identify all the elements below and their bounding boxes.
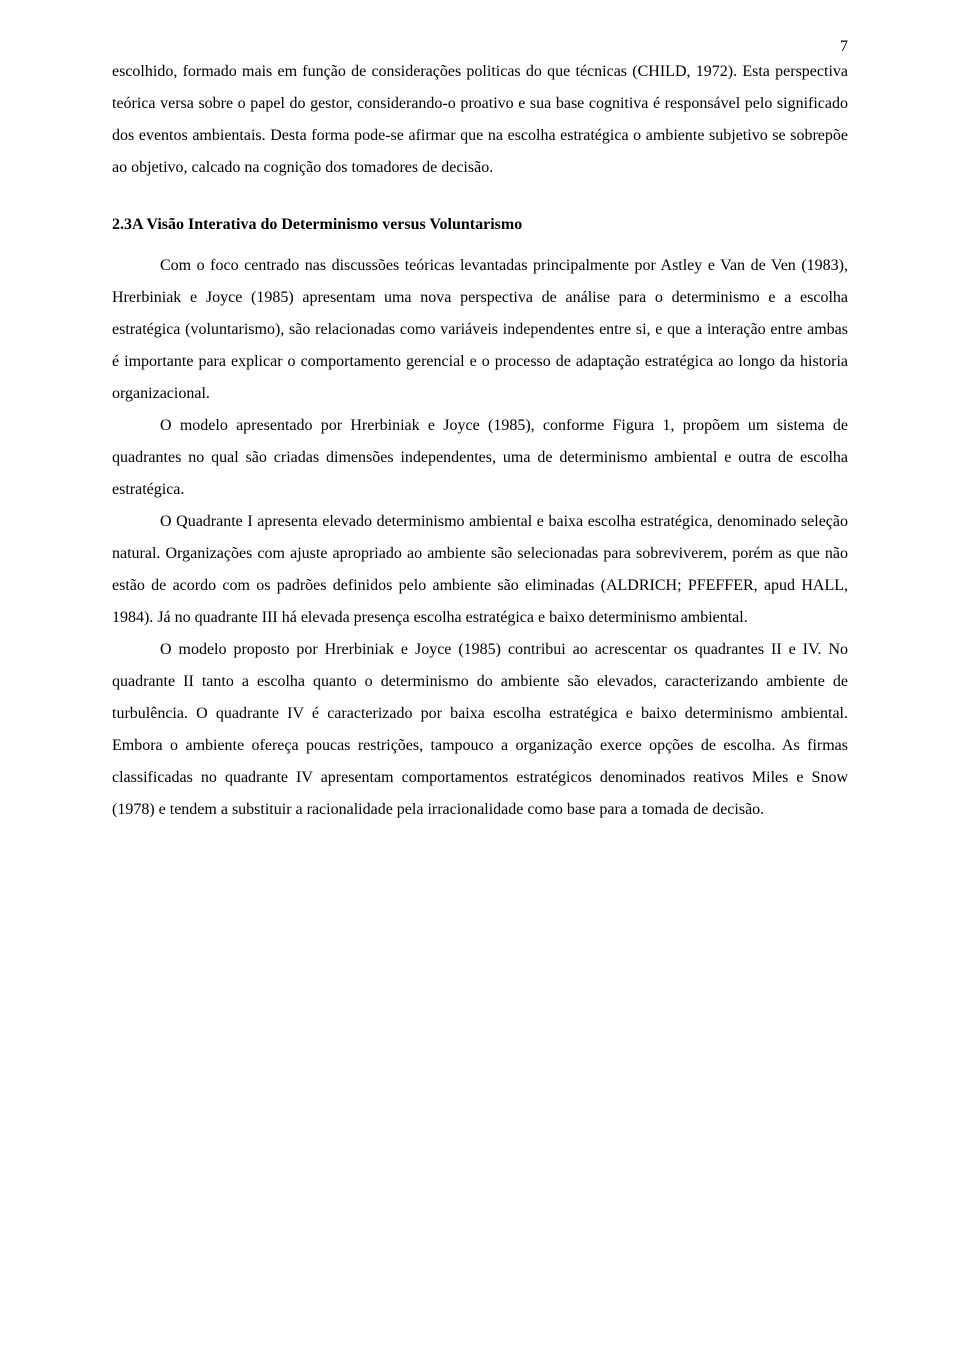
paragraph-3: O modelo apresentado por Hrerbiniak e Jo… xyxy=(112,410,848,506)
paragraph-2: Com o foco centrado nas discussões teóri… xyxy=(112,250,848,410)
page-number: 7 xyxy=(840,38,848,56)
document-page: 7 escolhido, formado mais em função de c… xyxy=(0,0,960,1349)
paragraph-4: O Quadrante I apresenta elevado determin… xyxy=(112,506,848,634)
paragraph-1: escolhido, formado mais em função de con… xyxy=(112,56,848,184)
section-heading: 2.3A Visão Interativa do Determinismo ve… xyxy=(112,216,848,234)
paragraph-5: O modelo proposto por Hrerbiniak e Joyce… xyxy=(112,634,848,826)
